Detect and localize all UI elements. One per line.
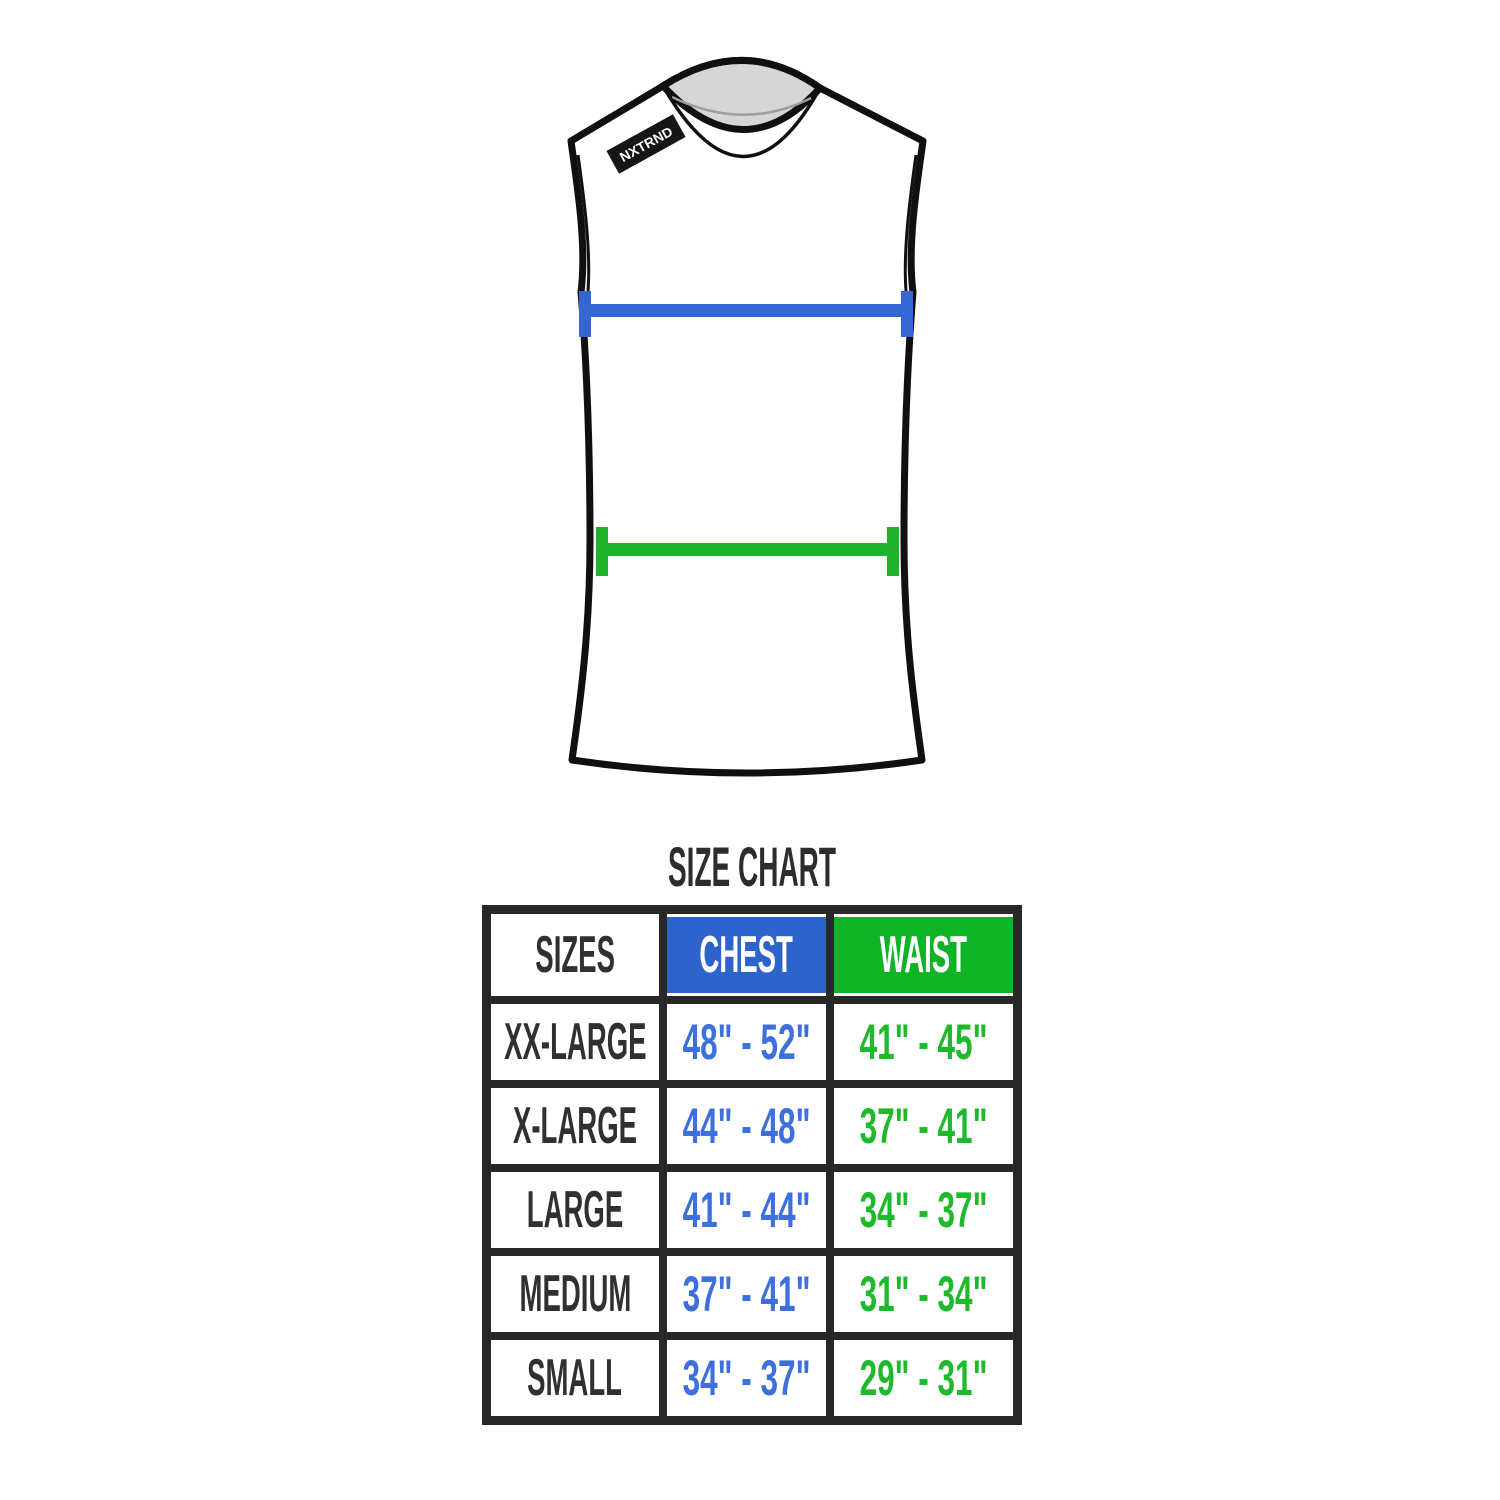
header-cell-sizes: SIZES <box>491 914 659 996</box>
size-cell: SMALL <box>491 1340 659 1416</box>
chest-value-cell: 48" - 52" <box>667 1004 826 1080</box>
waist-header-fill: WAIST <box>834 917 1013 993</box>
collar-band <box>661 85 822 159</box>
size-chart-title-text: SIZE CHART <box>668 835 836 898</box>
waist-value-cell: 41" - 45" <box>834 1004 1013 1080</box>
header-label-waist: WAIST <box>879 926 968 984</box>
chest-value-cell: 37" - 41" <box>667 1256 826 1332</box>
chest-value-cell: 34" - 37" <box>667 1340 826 1416</box>
right-armhole-seam <box>903 154 918 292</box>
header-cell-waist: WAIST <box>834 914 1013 996</box>
waist-value-cell: 29" - 31" <box>834 1340 1013 1416</box>
left-armhole-seam <box>576 154 591 292</box>
size-cell: X-LARGE <box>491 1088 659 1164</box>
header-label-chest: CHEST <box>699 926 794 984</box>
header-label-sizes: SIZES <box>535 926 615 984</box>
chest-value-cell: 44" - 48" <box>667 1088 826 1164</box>
brand-label-box <box>606 114 686 174</box>
size-cell: LARGE <box>491 1172 659 1248</box>
collar-inner-seam <box>671 95 812 116</box>
chest-value-cell: 41" - 44" <box>667 1172 826 1248</box>
header-cell-chest: CHEST <box>667 914 826 996</box>
chest-header-fill: CHEST <box>667 917 826 993</box>
chest-measure-line <box>579 291 913 337</box>
size-chart-title: SIZE CHART <box>482 834 1022 899</box>
waist-value-cell: 34" - 37" <box>834 1172 1013 1248</box>
waist-value-cell: 31" - 34" <box>834 1256 1013 1332</box>
size-cell: XX-LARGE <box>491 1004 659 1080</box>
size-chart-table: SIZES CHEST WAIST XX-LARGE 48" - 52" 41"… <box>482 905 1022 1425</box>
shirt-diagram: NXTRND <box>567 57 927 777</box>
size-cell: MEDIUM <box>491 1256 659 1332</box>
shirt-outline <box>567 57 927 777</box>
waist-value-cell: 37" - 41" <box>834 1088 1013 1164</box>
waist-measure-line <box>596 527 899 576</box>
